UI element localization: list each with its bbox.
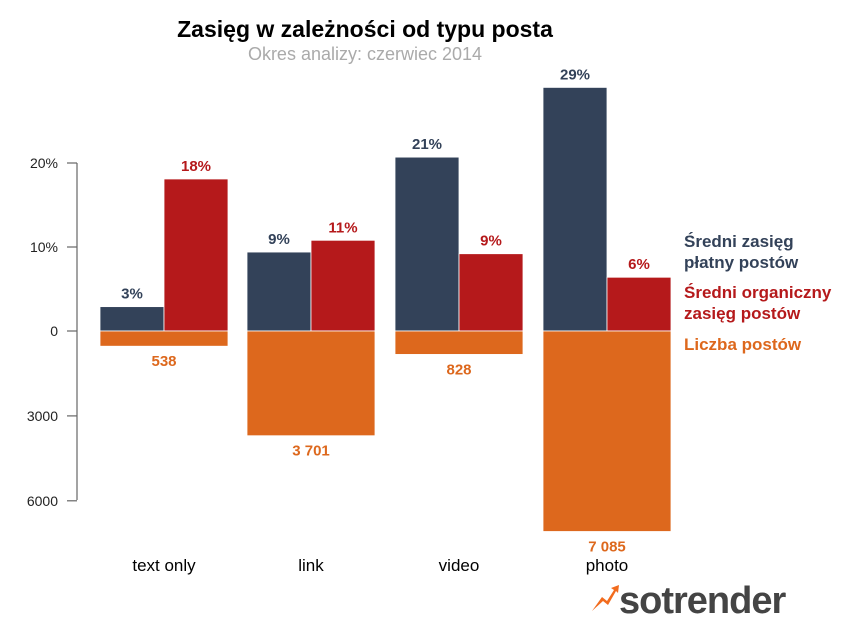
y-tick-label: 20% [30, 155, 58, 171]
y-tick-label: 10% [30, 239, 58, 255]
y-tick-label: 0 [50, 323, 58, 339]
bars: 3% 18% 538 text only 9% 11% 3 701 link 21% 9% 828 v… [99, 66, 672, 575]
data-label: 7 085 [588, 539, 626, 556]
data-label: 3% [121, 286, 143, 303]
category-label: text only [132, 556, 196, 575]
data-label: 538 [151, 353, 176, 370]
bar-0 [394, 156, 460, 332]
chart-title: Zasięg w zależności od typu posta [177, 16, 553, 42]
data-label: 9% [480, 233, 502, 250]
legend-item: zasięg postów [684, 304, 801, 323]
legend-item: Średni organiczny [684, 283, 832, 302]
chart-subtitle: Okres analizy: czerwiec 2014 [248, 44, 482, 64]
bar-0 [99, 306, 165, 332]
data-label: 6% [628, 256, 650, 273]
data-label: 3 701 [292, 443, 330, 460]
legend-item: płatny postów [684, 253, 799, 272]
bar-posts [246, 330, 376, 437]
data-label: 18% [181, 158, 211, 175]
y-axis: 0 10% 20% 3000 6000 [27, 155, 78, 509]
logo-arrow-icon [592, 585, 619, 611]
bar-posts [99, 330, 229, 347]
bar-posts [542, 330, 672, 532]
logo-text: sotrender [619, 580, 786, 621]
data-label: 11% [328, 219, 357, 236]
bar-1 [310, 239, 376, 332]
bar-1 [606, 276, 672, 332]
bar-posts [394, 330, 524, 355]
bar-0 [542, 87, 608, 332]
sotrender-logo: sotrender [592, 580, 787, 621]
bar-1 [458, 253, 524, 332]
category-label: video [439, 556, 480, 575]
bar-0 [246, 251, 312, 332]
bar-1 [163, 178, 229, 332]
legend: Średni zasięg płatny postów Średni organic… [684, 232, 832, 354]
data-label: 21% [412, 136, 442, 153]
legend-item: Średni zasięg [684, 232, 794, 251]
data-label: 9% [268, 231, 290, 248]
legend-item: Liczba postów [684, 335, 802, 354]
data-label: 29% [560, 66, 590, 83]
category-label: photo [586, 556, 629, 575]
data-label: 828 [446, 361, 471, 378]
y-tick-label: 3000 [27, 408, 58, 424]
category-label: link [298, 556, 324, 575]
y-tick-label: 6000 [27, 493, 58, 509]
